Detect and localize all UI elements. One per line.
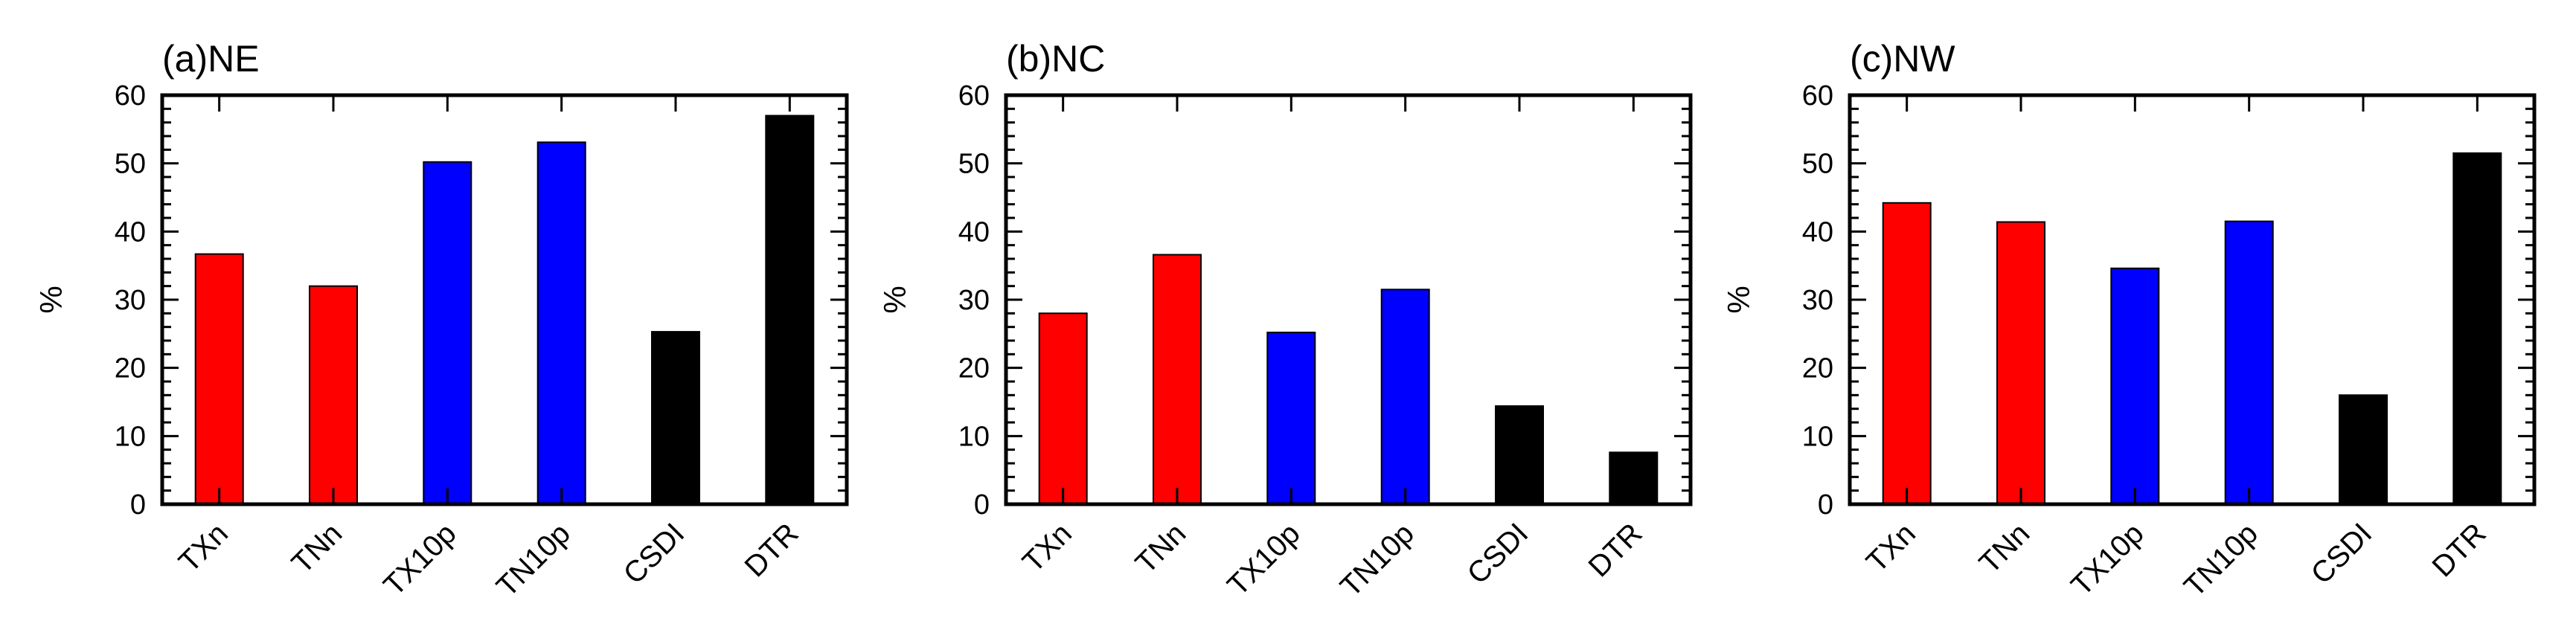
plot-frame <box>1848 93 2537 506</box>
panel-1: (b)NC% 0 10 20 30 40 50 60 TXn TNn TX10p TN10p CSDI D… <box>877 38 1693 603</box>
x-tick-label-tn10p: TN10p <box>490 517 577 603</box>
y-tick-label: 0 <box>1818 489 1833 521</box>
y-tick-label: 60 <box>958 80 990 112</box>
plot-frame <box>1004 93 1693 506</box>
y-tick-label: 30 <box>958 285 990 316</box>
x-tick-label-tnn: TNn <box>286 517 349 580</box>
y-tick-label: 60 <box>115 80 146 112</box>
bar-tn10p <box>536 141 586 506</box>
panel-title: (b)NC <box>1006 38 1105 80</box>
x-tick-label-dtr: DTR <box>2426 517 2492 583</box>
y-tick-label: 50 <box>115 149 146 180</box>
y-tick-label: 20 <box>1802 353 1833 384</box>
y-axis-label: % <box>33 286 68 313</box>
y-tick-label: 10 <box>115 421 146 452</box>
bar-csdi <box>651 331 700 505</box>
x-tick-label-tn10p: TN10p <box>1334 517 1420 603</box>
x-tick-label-txn: TXn <box>173 517 234 579</box>
y-tick-label: 0 <box>974 489 990 521</box>
panel-title: (c)NW <box>1850 38 1955 80</box>
y-tick-label: 40 <box>958 216 990 248</box>
panel-title: (a)NE <box>162 38 260 80</box>
y-tick-label: 20 <box>115 353 146 384</box>
bar-tnn <box>1996 221 2045 505</box>
x-tick-label-csdi: CSDI <box>1461 517 1535 590</box>
bar-dtr <box>2452 152 2502 505</box>
panel-0: (a)NE% 0 10 20 30 40 50 60 TXn TNn TX10p TN10p CSDI D… <box>33 38 849 603</box>
bar-tn10p <box>1380 289 1430 506</box>
bar-dtr <box>765 115 815 505</box>
y-tick-label: 30 <box>115 285 146 316</box>
bar-txn <box>1882 202 1932 505</box>
bar-txn <box>1038 312 1088 505</box>
x-tick-label-txn: TXn <box>1016 517 1078 579</box>
bar-csdi <box>2339 394 2388 505</box>
x-tick-label-csdi: CSDI <box>2305 517 2379 590</box>
y-tick-label: 30 <box>1802 285 1833 316</box>
panel-2: (c)NW% 0 10 20 30 40 50 60 TXn TNn TX10p TN10p CSDI D… <box>1721 38 2537 603</box>
y-tick-label: 0 <box>130 489 146 521</box>
y-tick-label: 50 <box>958 149 990 180</box>
plot-frame <box>160 93 849 506</box>
x-tick-label-dtr: DTR <box>738 517 804 583</box>
x-tick-label-tx10p: TX10p <box>377 517 462 602</box>
y-tick-label: 10 <box>1802 421 1833 452</box>
bar-tx10p <box>423 161 472 506</box>
bar-tx10p <box>2110 267 2160 505</box>
y-axis-label: % <box>877 286 912 313</box>
y-tick-label: 40 <box>115 216 146 248</box>
x-tick-label-tnn: TNn <box>1130 517 1193 580</box>
x-tick-label-tn10p: TN10p <box>2178 517 2264 603</box>
bar-tn10p <box>2224 220 2274 505</box>
x-tick-label-csdi: CSDI <box>618 517 691 590</box>
y-tick-label: 20 <box>958 353 990 384</box>
x-tick-label-tx10p: TX10p <box>1221 517 1306 602</box>
bar-tnn <box>309 285 358 505</box>
y-tick-label: 60 <box>1802 80 1833 112</box>
y-tick-label: 10 <box>958 421 990 452</box>
x-tick-label-tx10p: TX10p <box>2065 517 2150 602</box>
bar-tx10p <box>1266 332 1316 505</box>
bar-tnn <box>1153 254 1202 505</box>
y-axis-label: % <box>1721 286 1756 313</box>
y-tick-label: 40 <box>1802 216 1833 248</box>
y-tick-label: 50 <box>1802 149 1833 180</box>
x-tick-label-dtr: DTR <box>1582 517 1648 583</box>
x-tick-label-txn: TXn <box>1860 517 1922 579</box>
x-tick-label-tnn: TNn <box>1973 517 2037 580</box>
bar-txn <box>194 253 244 505</box>
